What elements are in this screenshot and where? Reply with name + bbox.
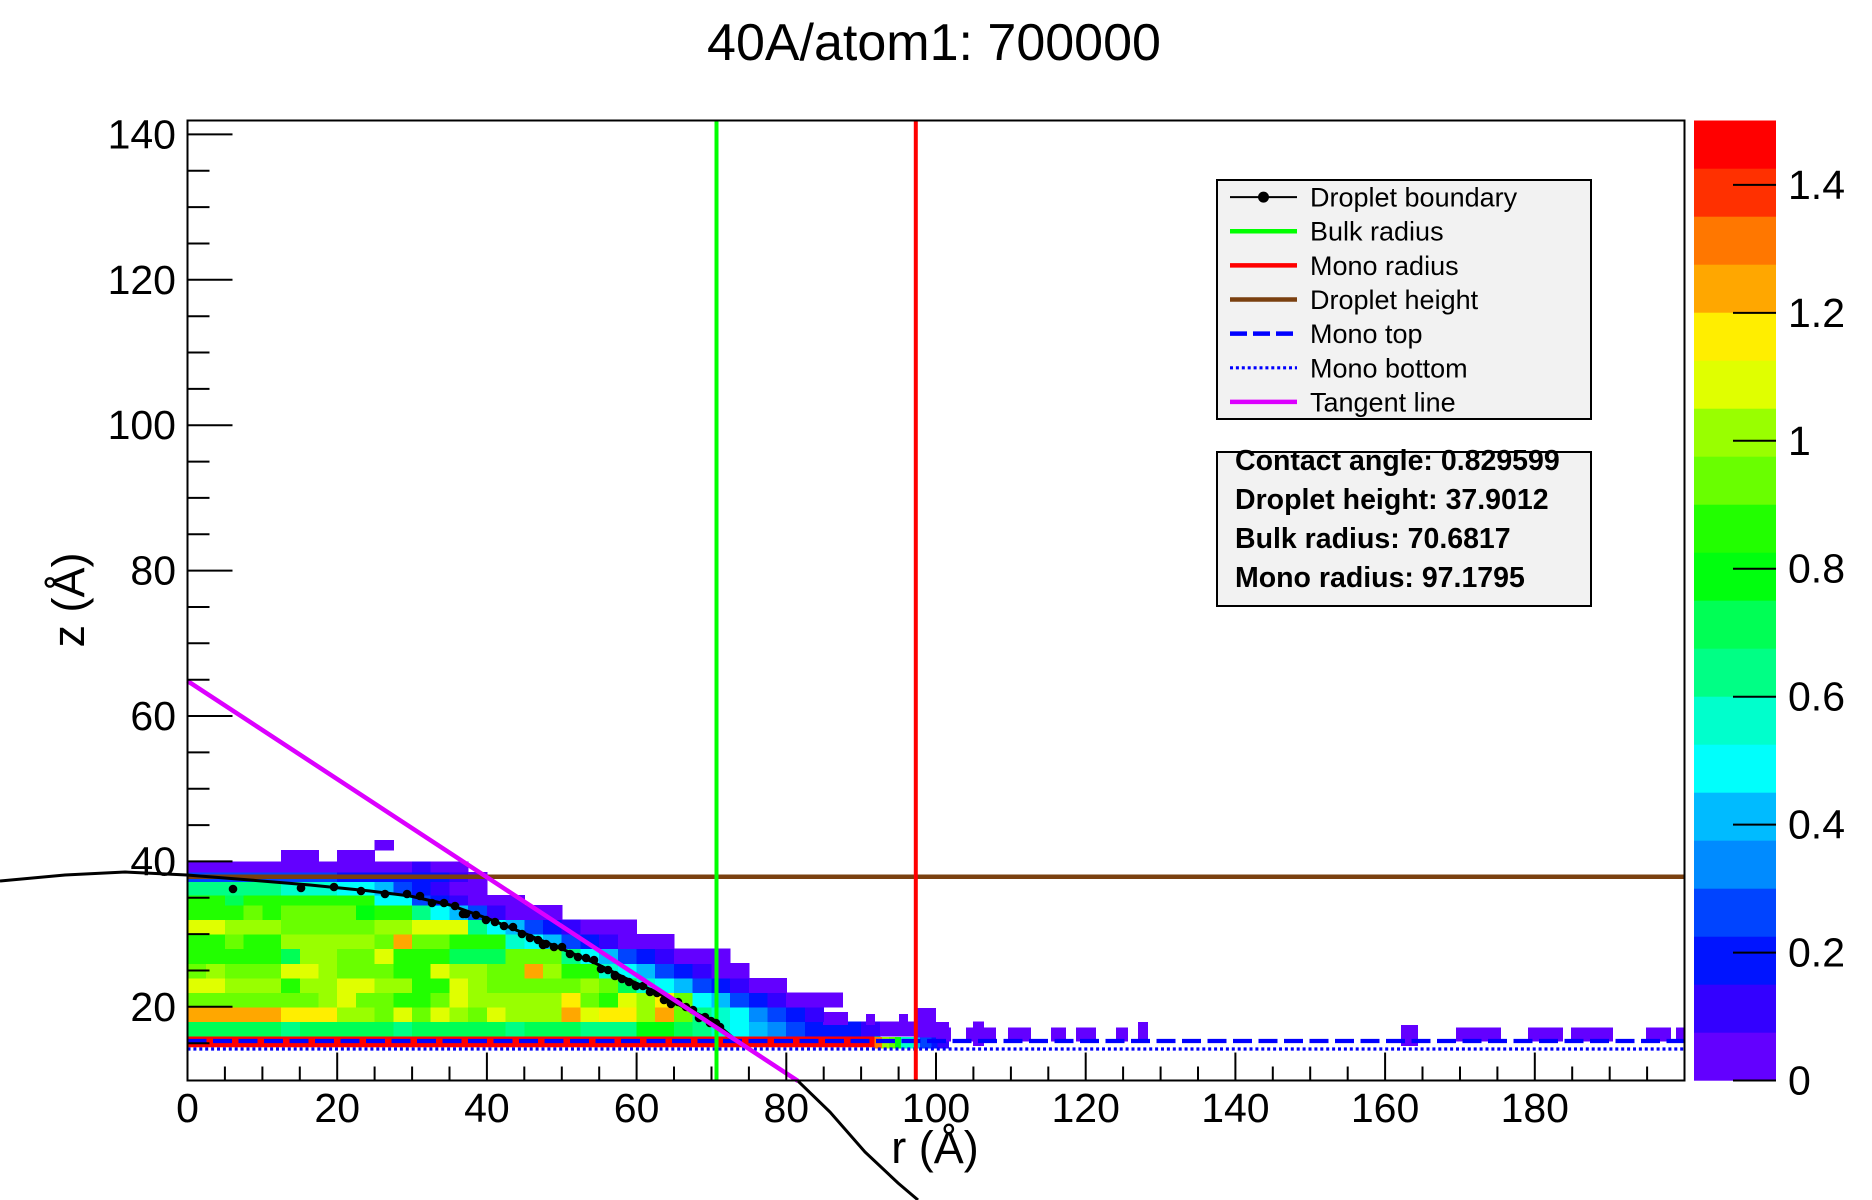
- svg-text:40: 40: [130, 838, 176, 884]
- svg-text:r (Å): r (Å): [891, 1122, 978, 1173]
- svg-text:Mono radius: 97.1795: Mono radius: 97.1795: [1235, 562, 1525, 594]
- svg-text:Droplet height: Droplet height: [1310, 285, 1479, 315]
- svg-text:100: 100: [108, 402, 176, 448]
- svg-text:0.2: 0.2: [1788, 930, 1845, 976]
- svg-text:20: 20: [314, 1085, 360, 1131]
- svg-text:80: 80: [763, 1085, 809, 1131]
- svg-text:0.4: 0.4: [1788, 802, 1845, 848]
- svg-text:140: 140: [1201, 1085, 1269, 1131]
- svg-text:20: 20: [130, 984, 176, 1030]
- svg-text:z (Å): z (Å): [43, 553, 94, 648]
- svg-text:Bulk radius: 70.6817: Bulk radius: 70.6817: [1235, 523, 1511, 555]
- svg-text:Droplet boundary: Droplet boundary: [1310, 183, 1518, 213]
- svg-text:60: 60: [130, 693, 176, 739]
- svg-text:Tangent line: Tangent line: [1310, 387, 1456, 417]
- svg-text:Bulk radius: Bulk radius: [1310, 217, 1444, 247]
- svg-text:120: 120: [108, 257, 176, 303]
- svg-text:1.2: 1.2: [1788, 290, 1845, 336]
- svg-text:Mono radius: Mono radius: [1310, 251, 1459, 281]
- svg-text:Contact angle: 0.829599: Contact angle: 0.829599: [1235, 445, 1560, 477]
- svg-text:120: 120: [1051, 1085, 1119, 1131]
- svg-text:0.6: 0.6: [1788, 674, 1845, 720]
- svg-text:160: 160: [1351, 1085, 1419, 1131]
- svg-text:0: 0: [1788, 1058, 1811, 1104]
- svg-text:Droplet height: 37.9012: Droplet height: 37.9012: [1235, 484, 1549, 516]
- svg-text:140: 140: [108, 111, 176, 157]
- svg-text:40: 40: [464, 1085, 510, 1131]
- svg-text:100: 100: [902, 1085, 970, 1131]
- svg-text:60: 60: [614, 1085, 660, 1131]
- svg-text:80: 80: [130, 548, 176, 594]
- svg-text:180: 180: [1501, 1085, 1569, 1131]
- svg-text:1: 1: [1788, 418, 1811, 464]
- svg-text:40A/atom1: 700000: 40A/atom1: 700000: [707, 14, 1161, 72]
- svg-text:Mono top: Mono top: [1310, 319, 1423, 349]
- svg-text:0.8: 0.8: [1788, 546, 1845, 592]
- svg-text:Mono bottom: Mono bottom: [1310, 353, 1468, 383]
- svg-text:0: 0: [176, 1085, 199, 1131]
- svg-text:1.4: 1.4: [1788, 162, 1845, 208]
